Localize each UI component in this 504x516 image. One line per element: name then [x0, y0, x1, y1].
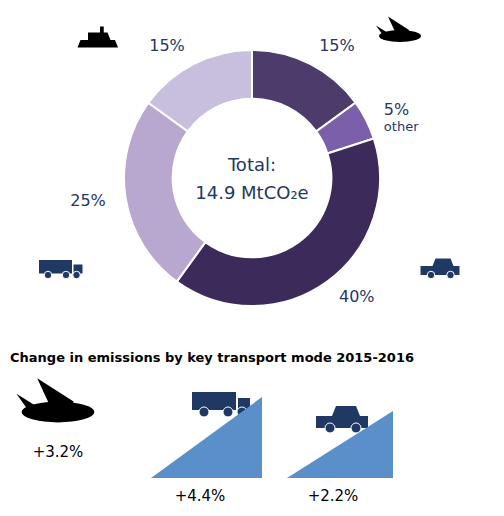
background [0, 0, 504, 516]
icon-truck-wheel [199, 407, 209, 417]
icon-car-roof [332, 406, 360, 416]
value-text: +2.2% [308, 487, 359, 505]
category-label: other [384, 119, 419, 134]
icon-airplane-wing [388, 17, 409, 40]
icon-car-wheel [447, 271, 455, 279]
triangle [151, 397, 262, 478]
bottom-icons [16, 378, 368, 433]
icon-airplane-tail [16, 394, 37, 412]
chart-container: 15% 5%other 40% 25% 15% Total: 14.9 MtCO₂e Chan… [0, 0, 504, 516]
slices [124, 50, 380, 306]
center-text: Total: [227, 154, 276, 175]
icon-truck-wheel [44, 271, 52, 279]
donut-slice [177, 138, 380, 306]
icons [39, 17, 460, 279]
labels: 15% 5%other 40% 25% 15% [70, 36, 419, 307]
donut-chart: 15% 5%other 40% 25% 15% Total: 14.9 MtCO₂e [39, 17, 460, 307]
icon-car-roof [433, 259, 454, 267]
data-label: 15% [319, 36, 355, 55]
section-title: Change in emissions by key transport mod… [10, 350, 414, 365]
donut-slice [124, 103, 205, 282]
icon-truck-wheel [73, 271, 81, 279]
icon-car-wheel [351, 423, 361, 433]
icon-car-wheel [427, 271, 435, 279]
icon-truck-wheel [223, 407, 233, 417]
data-label: 40% [339, 287, 375, 306]
icon-car-wheel [325, 423, 335, 433]
value-text: +3.2% [33, 443, 84, 461]
icon-ship-funnel [100, 27, 104, 35]
donut-slice [148, 50, 252, 131]
bottom-section: Change in emissions by key transport mod… [10, 350, 414, 505]
icon-truck-wheel [62, 271, 70, 279]
icon-airplane-tail [376, 26, 388, 37]
data-label: 5% [384, 100, 409, 119]
chart-svg: 15% 5%other 40% 25% 15% Total: 14.9 MtCO₂e Chan… [0, 0, 504, 516]
icon-ship-deck [88, 33, 111, 41]
center-text: 14.9 MtCO₂e [195, 182, 308, 203]
icon-airplane-wing [37, 378, 73, 417]
data-label: 15% [149, 36, 185, 55]
data-label: 25% [70, 191, 106, 210]
value-text: +4.4% [175, 487, 226, 505]
icon-ship-hull [78, 40, 119, 48]
triangle [287, 411, 393, 478]
